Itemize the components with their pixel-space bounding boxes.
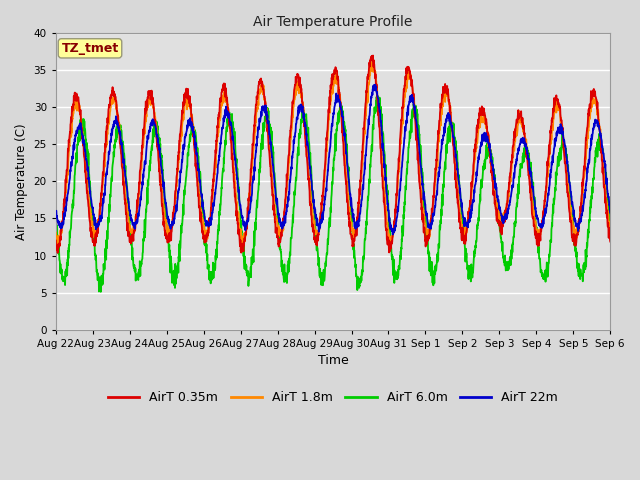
AirT 1.8m (238, 245, 246, 251)
Title: Air Temperature Profile: Air Temperature Profile (253, 15, 413, 29)
AirT 0.35m (573, 231, 581, 237)
AirT 22m (371, 82, 378, 87)
AirT 22m (607, 210, 614, 216)
AirT 6.0m (607, 226, 614, 232)
AirT 22m (349, 212, 356, 217)
Text: TZ_tmet: TZ_tmet (61, 42, 118, 55)
Legend: AirT 0.35m, AirT 1.8m, AirT 6.0m, AirT 22m: AirT 0.35m, AirT 1.8m, AirT 6.0m, AirT 2… (103, 386, 563, 409)
AirT 0.35m (558, 118, 566, 123)
AirT 6.0m (374, 94, 382, 99)
AirT 6.0m (362, 237, 369, 242)
AirT 1.8m (52, 230, 60, 236)
AirT 22m (207, 215, 214, 220)
AirT 22m (361, 166, 369, 171)
AirT 22m (558, 126, 566, 132)
Y-axis label: Air Temperature (C): Air Temperature (C) (15, 123, 28, 240)
X-axis label: Time: Time (317, 354, 348, 367)
AirT 1.8m (607, 222, 614, 228)
AirT 1.8m (573, 229, 581, 235)
AirT 6.0m (573, 260, 581, 266)
AirT 22m (52, 208, 60, 214)
AirT 0.35m (495, 217, 502, 223)
AirT 22m (573, 224, 581, 230)
AirT 22m (495, 199, 502, 204)
AirT 6.0m (349, 236, 357, 242)
AirT 6.0m (52, 222, 60, 228)
AirT 1.8m (558, 128, 566, 133)
Line: AirT 22m: AirT 22m (56, 84, 611, 235)
AirT 0.35m (54, 250, 61, 256)
AirT 1.8m (349, 229, 357, 235)
AirT 6.0m (558, 143, 566, 148)
AirT 1.8m (495, 208, 502, 214)
Line: AirT 0.35m: AirT 0.35m (56, 56, 611, 253)
AirT 0.35m (369, 53, 377, 59)
AirT 6.0m (495, 215, 502, 221)
AirT 6.0m (207, 280, 214, 286)
AirT 0.35m (52, 238, 60, 243)
AirT 1.8m (362, 116, 369, 121)
Line: AirT 6.0m: AirT 6.0m (56, 96, 611, 292)
Line: AirT 1.8m: AirT 1.8m (56, 62, 611, 248)
AirT 1.8m (369, 59, 376, 65)
AirT 1.8m (207, 214, 214, 220)
AirT 0.35m (607, 239, 614, 244)
AirT 0.35m (362, 104, 369, 110)
AirT 0.35m (207, 214, 214, 220)
AirT 6.0m (97, 289, 104, 295)
AirT 0.35m (349, 240, 357, 246)
AirT 22m (389, 232, 397, 238)
